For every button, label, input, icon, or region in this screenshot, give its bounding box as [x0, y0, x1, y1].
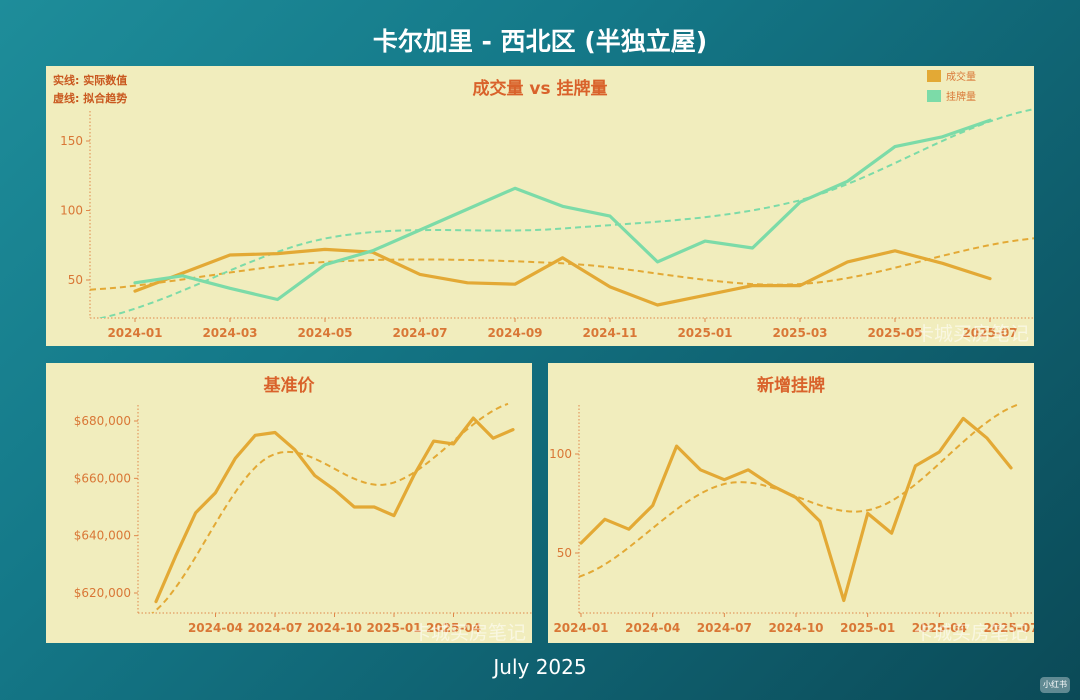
legend-label: 挂牌量: [946, 90, 976, 103]
x-tick-label: 2024-07: [247, 621, 302, 635]
x-tick-label: 2025-05: [867, 326, 922, 340]
x-tick-label: 2024-03: [202, 326, 257, 340]
x-tick-label: 2024-01: [553, 621, 608, 635]
x-tick-label: 2025-01: [677, 326, 732, 340]
y-tick-label: $680,000: [74, 414, 131, 428]
chart-title: 新增挂牌: [757, 375, 825, 396]
y-tick-label: 100: [60, 204, 83, 218]
dashed-line-note: 虚线: 拟合趋势: [53, 92, 128, 105]
data-line-1: [579, 416, 1013, 603]
y-tick-label: 50: [68, 273, 83, 287]
benchmark-price-panel: 基准价 $620,000 $640,000 $660,000 $680,000 2024-…: [46, 363, 532, 643]
y-tick-label: $620,000: [74, 586, 131, 600]
data-line-1: [133, 247, 992, 307]
x-tick-label: 2024-10: [307, 621, 362, 635]
benchmark-price-chart: 基准价 $620,000 $640,000 $660,000 $680,000 2024-…: [74, 375, 532, 643]
x-tick-label: 2025-04: [912, 621, 967, 635]
x-tick-label: 2024-07: [697, 621, 752, 635]
x-tick-label: 2024-04: [188, 621, 243, 635]
watermark: 卡城买房笔记: [915, 323, 1029, 345]
x-tick-label: 2024-09: [487, 326, 542, 340]
trend-line-1: [579, 403, 1019, 578]
trend-line-1: [90, 237, 1034, 291]
volume-chart-panel: 实线: 实际数值 虚线: 拟合趋势 成交量 vs 挂牌量 50 100 150 2024…: [46, 66, 1034, 346]
legend-label: 成交量: [946, 70, 976, 83]
footer-date: July 2025: [493, 655, 587, 679]
data-line-2: [133, 118, 992, 302]
x-tick-label: 2025-03: [772, 326, 827, 340]
x-tick-label: 2025-07: [962, 326, 1017, 340]
x-tick-label: 2024-01: [107, 326, 162, 340]
y-tick-label: 150: [60, 134, 83, 148]
chart-title: 成交量 vs 挂牌量: [472, 78, 607, 99]
y-tick-label: 50: [557, 546, 572, 560]
solid-line-note: 实线: 实际数值: [53, 74, 128, 87]
data-line-1: [154, 416, 515, 604]
corner-logo: 小红书: [1040, 677, 1070, 693]
x-tick-label: 2024-11: [582, 326, 637, 340]
x-tick-label: 2025-01: [840, 621, 895, 635]
y-tick-label: $640,000: [74, 529, 131, 543]
new-listings-chart: 新增挂牌 50 100 2024-01 2024-04 2024-07 2024-10 202…: [549, 375, 1034, 643]
new-listings-panel: 新增挂牌 50 100 2024-01 2024-04 2024-07 2024-10 202…: [548, 363, 1034, 643]
x-tick-label: 2025-01: [366, 621, 421, 635]
chart-title: 基准价: [263, 375, 316, 396]
x-tick-label: 2025-04: [426, 621, 481, 635]
x-tick-label: 2024-10: [768, 621, 823, 635]
y-tick-label: $660,000: [74, 471, 131, 485]
y-tick-label: 100: [549, 447, 572, 461]
legend-swatch: [927, 90, 941, 102]
legend-swatch: [927, 70, 941, 82]
x-tick-label: 2024-05: [297, 326, 352, 340]
x-tick-label: 2024-04: [625, 621, 680, 635]
page-title: 卡尔加里 - 西北区 (半独立屋): [372, 27, 708, 56]
watermark: 卡城买房笔记: [412, 622, 526, 643]
trend-line-1: [151, 402, 509, 613]
volume-vs-listings-chart: 成交量 vs 挂牌量 50 100 150 2024-01 2024-03 2024-05 2…: [60, 70, 1034, 345]
watermark: 卡城买房笔记: [914, 622, 1028, 643]
x-tick-label: 2024-07: [392, 326, 447, 340]
x-tick-label: 2025-07: [983, 621, 1034, 635]
